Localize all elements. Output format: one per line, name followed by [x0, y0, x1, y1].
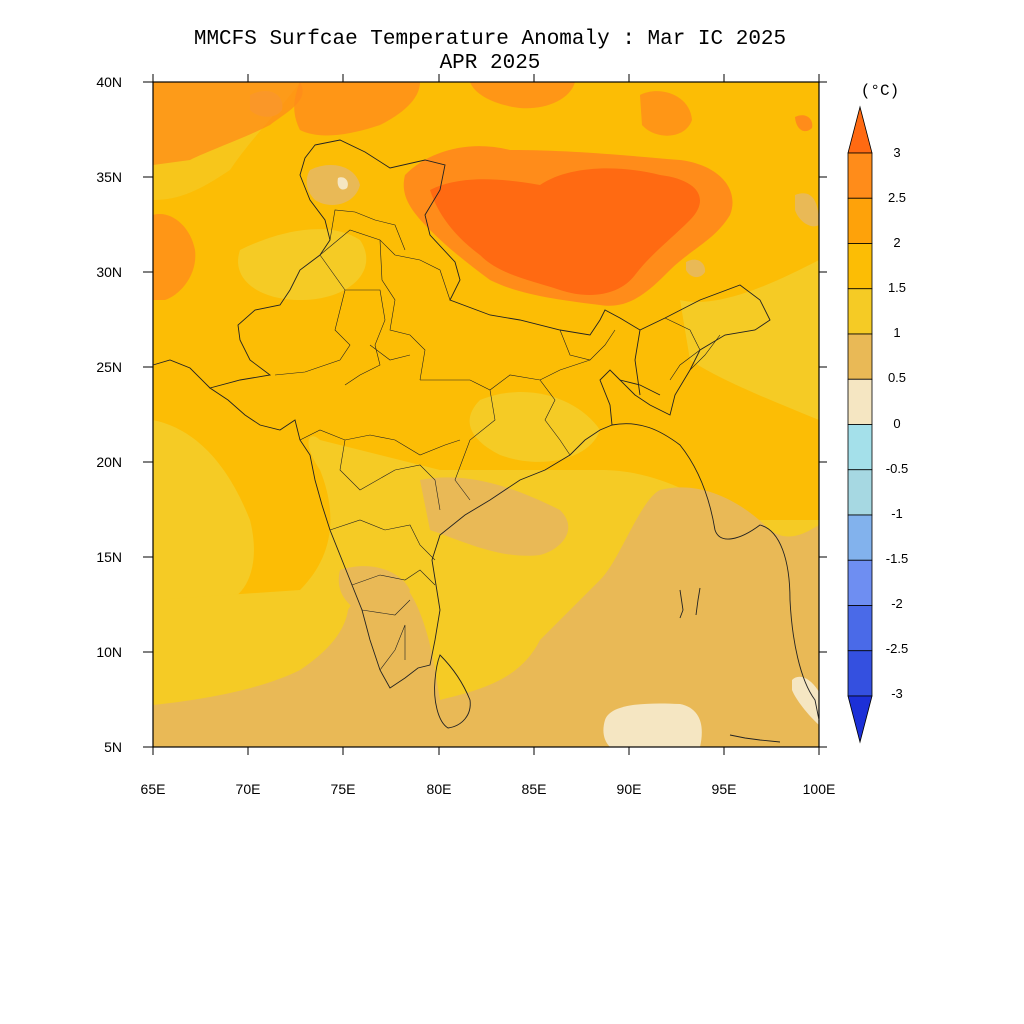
colorbar-label: -2 — [891, 596, 903, 611]
lon-tick-label: 90E — [617, 781, 642, 797]
lat-tick-label: 40N — [96, 74, 122, 90]
lon-tick-label: 70E — [236, 781, 261, 797]
colorbar-labels: 3 2.5 2 1.5 1 0.5 0 -0.5 -1 -1.5 -2 -2.5… — [886, 145, 908, 701]
colorbar-label: 0 — [893, 416, 900, 431]
india-boundary — [152, 139, 820, 743]
lat-tick-label: 10N — [96, 644, 122, 660]
colorbar-label: 3 — [893, 145, 900, 160]
map-subtitle: APR 2025 — [439, 52, 541, 75]
colorbar: (°C) 3 2.5 2 1.5 1 0.5 0 -0.5 -1 -1.5 -2… — [847, 82, 908, 744]
lon-tick-label: 80E — [427, 781, 452, 797]
lat-tick-label: 25N — [96, 359, 122, 375]
colorbar-label: 2.5 — [888, 190, 906, 205]
lat-tick-label: 30N — [96, 264, 122, 280]
colorbar-swatches — [847, 105, 873, 744]
colorbar-swatch — [847, 243, 873, 290]
lon-tick-label: 85E — [522, 781, 547, 797]
lat-tick-label: 20N — [96, 454, 122, 470]
lat-tick-label: 35N — [96, 169, 122, 185]
lon-tick-label: 65E — [141, 781, 166, 797]
lon-tick-label: 95E — [712, 781, 737, 797]
anomaly-field — [153, 82, 819, 747]
colorbar-label: 1.5 — [888, 280, 906, 295]
colorbar-arrow-bottom — [847, 695, 873, 744]
lon-tick-label: 100E — [803, 781, 836, 797]
colorbar-units: (°C) — [861, 82, 899, 100]
colorbar-swatch — [847, 424, 873, 471]
colorbar-label: -1.5 — [886, 551, 908, 566]
lat-tick-label: 15N — [96, 549, 122, 565]
colorbar-swatch — [847, 650, 873, 697]
map-title: MMCFS Surfcae Temperature Anomaly : Mar … — [193, 28, 787, 51]
colorbar-label: 1 — [893, 325, 900, 340]
colorbar-label: -1 — [891, 506, 903, 521]
colorbar-label: -3 — [891, 686, 903, 701]
colorbar-label: -0.5 — [886, 461, 908, 476]
colorbar-arrow-top — [847, 105, 873, 154]
colorbar-label: 2 — [893, 235, 900, 250]
colorbar-swatch — [847, 605, 873, 652]
colorbar-swatch — [847, 469, 873, 516]
colorbar-label: 0.5 — [888, 370, 906, 385]
colorbar-swatch — [847, 514, 873, 561]
colorbar-swatch — [847, 559, 873, 606]
lon-tick-label: 75E — [331, 781, 356, 797]
plot-frame — [152, 81, 820, 748]
colorbar-swatch — [847, 197, 873, 244]
lon-tick-labels: 65E 70E 75E 80E 85E 90E 95E 100E — [141, 781, 836, 797]
colorbar-swatch — [847, 333, 873, 380]
axis-ticks — [143, 74, 827, 755]
colorbar-swatch — [847, 152, 873, 199]
colorbar-label: -2.5 — [886, 641, 908, 656]
lat-tick-label: 5N — [104, 739, 122, 755]
state-boundaries — [274, 209, 721, 671]
lat-tick-labels: 40N 35N 30N 25N 20N 15N 10N 5N — [96, 74, 122, 755]
colorbar-swatch — [847, 378, 873, 425]
colorbar-swatch — [847, 288, 873, 335]
